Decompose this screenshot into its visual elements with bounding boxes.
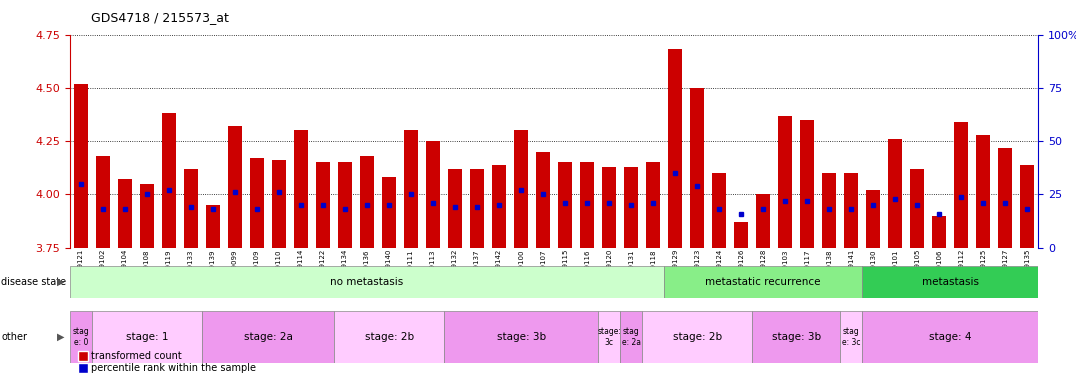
Bar — [250, 158, 265, 248]
Bar — [664, 266, 862, 298]
Bar — [74, 84, 88, 248]
Legend: transformed count, percentile rank within the sample: transformed count, percentile rank withi… — [75, 348, 260, 377]
Text: ▶: ▶ — [57, 332, 65, 342]
Bar — [117, 179, 132, 248]
Bar — [646, 162, 661, 248]
Bar — [470, 169, 484, 248]
Bar — [598, 311, 620, 363]
Text: no metastasis: no metastasis — [330, 277, 404, 287]
Bar — [70, 266, 664, 298]
Bar — [492, 165, 507, 248]
Bar — [184, 169, 198, 248]
Bar — [91, 311, 202, 363]
Bar — [844, 173, 859, 248]
Bar — [70, 311, 91, 363]
Bar — [712, 173, 726, 248]
Bar — [536, 152, 550, 248]
Text: metastatic recurrence: metastatic recurrence — [706, 277, 821, 287]
Bar — [359, 156, 374, 248]
Bar — [932, 216, 947, 248]
Text: stag
e: 0: stag e: 0 — [72, 327, 89, 347]
Text: stage:
3c: stage: 3c — [597, 327, 621, 347]
Bar — [756, 194, 770, 248]
Bar — [822, 173, 836, 248]
Bar — [338, 162, 352, 248]
Text: stage: 1: stage: 1 — [126, 332, 168, 342]
Bar — [734, 222, 749, 248]
Bar — [558, 162, 572, 248]
Bar — [316, 162, 330, 248]
Bar — [778, 116, 792, 248]
Bar — [580, 162, 594, 248]
Bar — [426, 141, 440, 248]
Bar — [206, 205, 221, 248]
Text: GDS4718 / 215573_at: GDS4718 / 215573_at — [91, 12, 229, 25]
Bar — [140, 184, 154, 248]
Bar — [801, 120, 815, 248]
Text: stage: 3b: stage: 3b — [496, 332, 546, 342]
Bar — [642, 311, 752, 363]
Bar — [976, 135, 991, 248]
Bar — [382, 177, 396, 248]
Bar — [999, 147, 1013, 248]
Text: disease state: disease state — [1, 277, 67, 287]
Text: stag
e: 2a: stag e: 2a — [622, 327, 640, 347]
Bar — [624, 167, 638, 248]
Text: stage: 4: stage: 4 — [929, 332, 972, 342]
Text: metastasis: metastasis — [922, 277, 979, 287]
Bar — [444, 311, 598, 363]
Bar — [228, 126, 242, 248]
Bar — [866, 190, 880, 248]
Text: other: other — [1, 332, 27, 342]
Bar — [620, 311, 642, 363]
Bar — [690, 88, 705, 248]
Bar — [840, 311, 862, 363]
Text: stage: 2b: stage: 2b — [365, 332, 413, 342]
Bar — [752, 311, 840, 363]
Bar — [862, 266, 1038, 298]
Bar — [272, 160, 286, 248]
Bar — [294, 131, 308, 248]
Bar — [514, 131, 528, 248]
Bar — [448, 169, 463, 248]
Bar — [601, 167, 617, 248]
Bar — [910, 169, 924, 248]
Text: stage: 3b: stage: 3b — [771, 332, 821, 342]
Bar — [161, 113, 176, 248]
Text: stage: 2a: stage: 2a — [243, 332, 293, 342]
Bar — [334, 311, 444, 363]
Bar — [1020, 165, 1034, 248]
Text: ▶: ▶ — [57, 277, 65, 287]
Text: stage: 2b: stage: 2b — [672, 332, 722, 342]
Bar — [668, 50, 682, 248]
Bar — [954, 122, 968, 248]
Bar — [862, 311, 1038, 363]
Bar — [888, 139, 903, 248]
Bar — [404, 131, 419, 248]
Text: stag
e: 3c: stag e: 3c — [843, 327, 861, 347]
Bar — [202, 311, 334, 363]
Bar — [96, 156, 110, 248]
